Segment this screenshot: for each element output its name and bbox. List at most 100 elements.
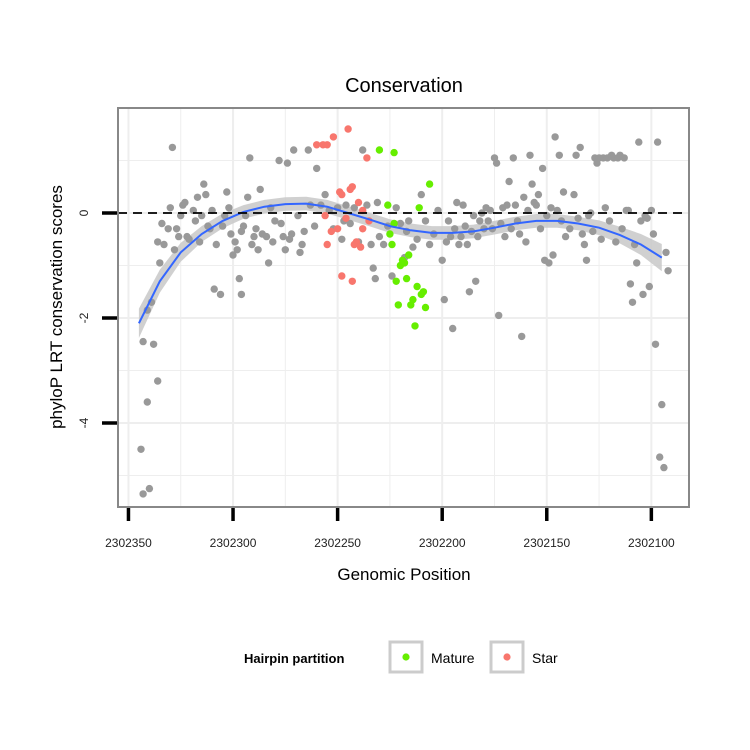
data-point-star xyxy=(333,225,342,233)
y-axis-title: phyloP LRT conservation scores xyxy=(47,185,66,429)
data-point-other xyxy=(635,138,643,146)
data-point-star xyxy=(321,211,329,220)
data-point-other xyxy=(296,248,304,257)
data-point-other xyxy=(534,190,543,199)
data-point-mature xyxy=(386,230,394,238)
data-point-other xyxy=(166,204,174,212)
data-point-mature xyxy=(425,180,434,188)
data-point-other xyxy=(618,225,626,233)
data-point-other xyxy=(536,225,545,233)
data-point-other xyxy=(449,324,457,333)
x-tick-label: 2302250 xyxy=(314,536,361,550)
data-point-other xyxy=(653,138,662,146)
data-point-other xyxy=(459,201,467,209)
data-point-star xyxy=(348,183,356,191)
data-point-other xyxy=(262,232,271,241)
data-point-other xyxy=(396,219,405,228)
data-point-other xyxy=(216,290,225,299)
data-point-other xyxy=(250,232,258,241)
data-point-other xyxy=(507,225,515,233)
data-point-other xyxy=(269,238,277,246)
data-point-other xyxy=(520,193,528,201)
data-point-other xyxy=(453,198,461,207)
data-point-other xyxy=(281,246,289,254)
data-point-other xyxy=(346,219,354,228)
data-point-other xyxy=(237,290,246,299)
data-point-mature xyxy=(405,251,413,259)
legend-title: Hairpin partition xyxy=(244,651,344,666)
data-point-other xyxy=(538,164,547,173)
data-point-other xyxy=(342,201,350,209)
data-point-other xyxy=(582,256,591,264)
data-point-other xyxy=(457,232,465,241)
data-point-other xyxy=(246,154,254,162)
data-point-other xyxy=(511,201,520,209)
data-point-other xyxy=(185,235,193,243)
data-point-other xyxy=(495,311,503,320)
data-point-other xyxy=(154,377,162,385)
data-point-other xyxy=(283,159,292,167)
x-tick-label: 2302150 xyxy=(523,536,570,550)
legend-item-mature: Mature xyxy=(388,640,475,674)
data-point-other xyxy=(168,143,177,152)
data-point-other xyxy=(589,227,597,236)
data-point-other xyxy=(463,240,471,249)
data-point-other xyxy=(239,222,248,230)
data-point-other xyxy=(225,204,233,212)
data-point-mature xyxy=(413,282,421,291)
data-point-other xyxy=(195,238,204,246)
data-point-other xyxy=(367,240,375,249)
data-point-other xyxy=(164,225,172,233)
data-point-other xyxy=(338,235,346,243)
data-point-star xyxy=(323,240,331,249)
data-point-other xyxy=(509,154,517,162)
data-point-other xyxy=(256,185,264,194)
data-point-other xyxy=(664,267,672,275)
legend-label-star: Star xyxy=(532,650,558,666)
data-point-other xyxy=(300,227,308,236)
data-point-other xyxy=(484,217,492,225)
data-point-other xyxy=(175,232,183,241)
data-point-other xyxy=(522,238,530,246)
data-point-other xyxy=(181,198,189,207)
data-point-mature xyxy=(390,148,398,157)
data-point-star xyxy=(363,154,371,162)
data-point-other xyxy=(597,235,605,243)
data-point-other xyxy=(605,217,614,225)
data-point-other xyxy=(580,240,589,249)
data-point-other xyxy=(193,193,202,201)
data-point-other xyxy=(444,217,453,225)
data-point-other xyxy=(486,206,494,215)
data-point-other xyxy=(350,204,358,212)
data-point-mature xyxy=(384,201,392,209)
data-point-other xyxy=(660,463,668,472)
data-point-other xyxy=(254,246,262,254)
data-point-other xyxy=(392,204,400,212)
legend-key-dot-star xyxy=(503,653,511,661)
x-axis: 2302350 2302300 2302250 2302200 2302150 23021… xyxy=(105,508,675,550)
data-point-other xyxy=(200,180,208,188)
chart-title: Conservation xyxy=(345,75,463,97)
data-point-other xyxy=(551,133,559,141)
data-point-other xyxy=(277,219,285,228)
data-point-other xyxy=(218,222,227,230)
data-point-other xyxy=(202,190,210,199)
data-point-other xyxy=(137,445,145,453)
data-point-mature xyxy=(421,303,430,312)
plot-panel-frame xyxy=(117,107,690,508)
y-tick-label: -2 xyxy=(77,312,91,323)
data-point-other xyxy=(363,201,371,209)
data-point-other xyxy=(451,225,459,233)
data-point-other xyxy=(561,232,570,241)
data-point-other xyxy=(139,490,147,498)
x-tick-label: 2302200 xyxy=(419,536,466,550)
x-axis-title: Genomic Position xyxy=(337,565,470,584)
data-point-other xyxy=(526,151,534,159)
data-point-other xyxy=(271,217,279,225)
data-point-other xyxy=(279,232,287,241)
data-point-mature xyxy=(411,322,419,330)
data-point-other xyxy=(547,204,555,212)
data-point-other xyxy=(421,217,430,225)
smooth-line xyxy=(138,202,663,324)
